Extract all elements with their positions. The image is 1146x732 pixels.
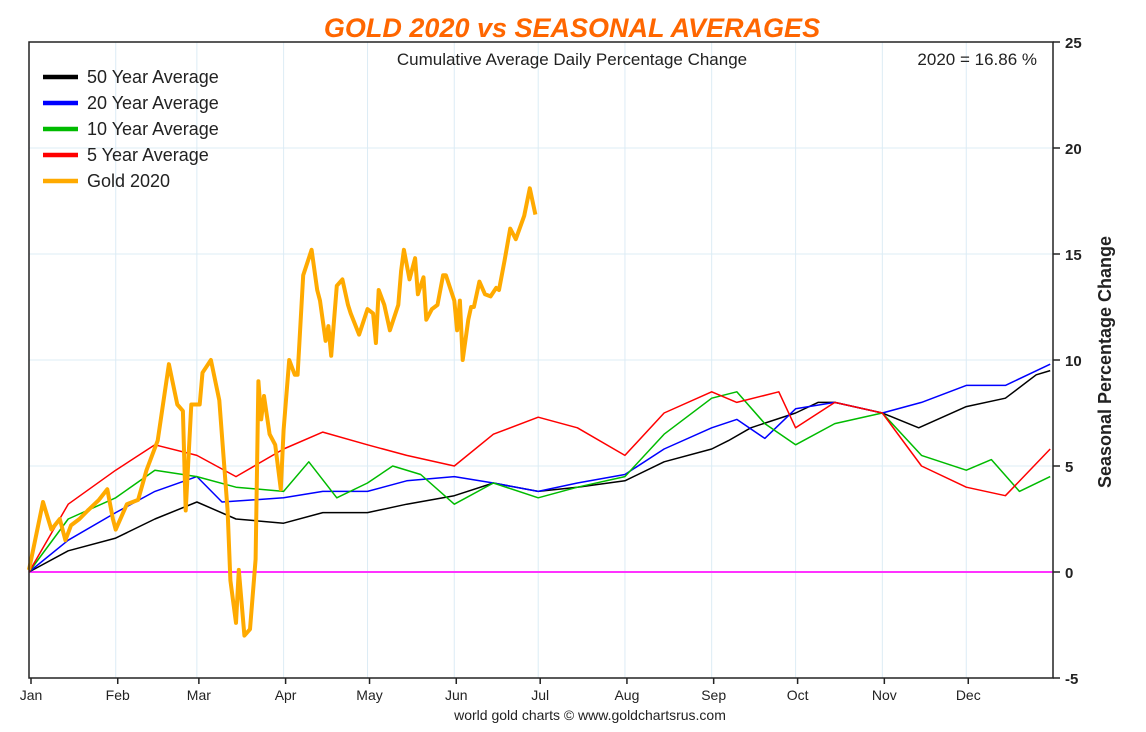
- x-tick-label: May: [356, 687, 382, 703]
- x-tick-label: Feb: [106, 687, 130, 703]
- legend-label: 50 Year Average: [87, 67, 219, 87]
- y-axis: -5 0 5 10 15 20 25: [1053, 35, 1082, 688]
- legend-label: Gold 2020: [87, 171, 170, 191]
- x-tick-label: Aug: [614, 687, 639, 703]
- series-line-5-year-average: [28, 391, 1051, 573]
- x-tick-label: Dec: [956, 687, 981, 703]
- legend: 50 Year Average 20 Year Average 10 Year Av…: [43, 67, 219, 191]
- series-line-gold-2020: [27, 186, 538, 638]
- chart-subtitle: Cumulative Average Daily Percentage Chan…: [397, 50, 747, 69]
- y-tick-label: 0: [1065, 565, 1073, 582]
- current-value-annotation: 2020 = 16.86 %: [917, 50, 1037, 69]
- legend-label: 20 Year Average: [87, 93, 219, 113]
- x-tick-label: Jul: [531, 687, 549, 703]
- chart-title: GOLD 2020 vs SEASONAL AVERAGES: [324, 13, 820, 43]
- x-tick-label: Sep: [701, 687, 726, 703]
- series-line-10-year-average: [28, 391, 1051, 573]
- x-tick-label: Apr: [275, 687, 297, 703]
- series-line-50-year-average: [28, 369, 1051, 573]
- x-tick-label: Oct: [787, 687, 809, 703]
- y-tick-label: -5: [1065, 671, 1078, 688]
- series-lines: [27, 186, 1051, 638]
- x-tick-label: Mar: [187, 687, 211, 703]
- footer-credit: world gold charts © www.goldchartsrus.co…: [453, 707, 726, 723]
- series-line-20-year-average: [28, 363, 1051, 573]
- grid: [28, 41, 1053, 679]
- legend-label: 10 Year Average: [87, 119, 219, 139]
- x-tick-label: Nov: [872, 687, 897, 703]
- x-tick-label: Jun: [445, 687, 468, 703]
- x-tick-label: Jan: [20, 687, 43, 703]
- y-tick-label: 5: [1065, 459, 1073, 476]
- y-tick-label: 10: [1065, 353, 1082, 370]
- y-tick-label: 20: [1065, 141, 1082, 158]
- y-tick-label: 15: [1065, 247, 1082, 264]
- y-tick-label: 25: [1065, 35, 1082, 52]
- y-axis-label: Seasonal Percentage Change: [1095, 236, 1115, 488]
- x-axis: Jan Feb Mar Apr May Jun Jul Aug Sep Oct Nov Dec: [20, 678, 981, 703]
- legend-label: 5 Year Average: [87, 145, 209, 165]
